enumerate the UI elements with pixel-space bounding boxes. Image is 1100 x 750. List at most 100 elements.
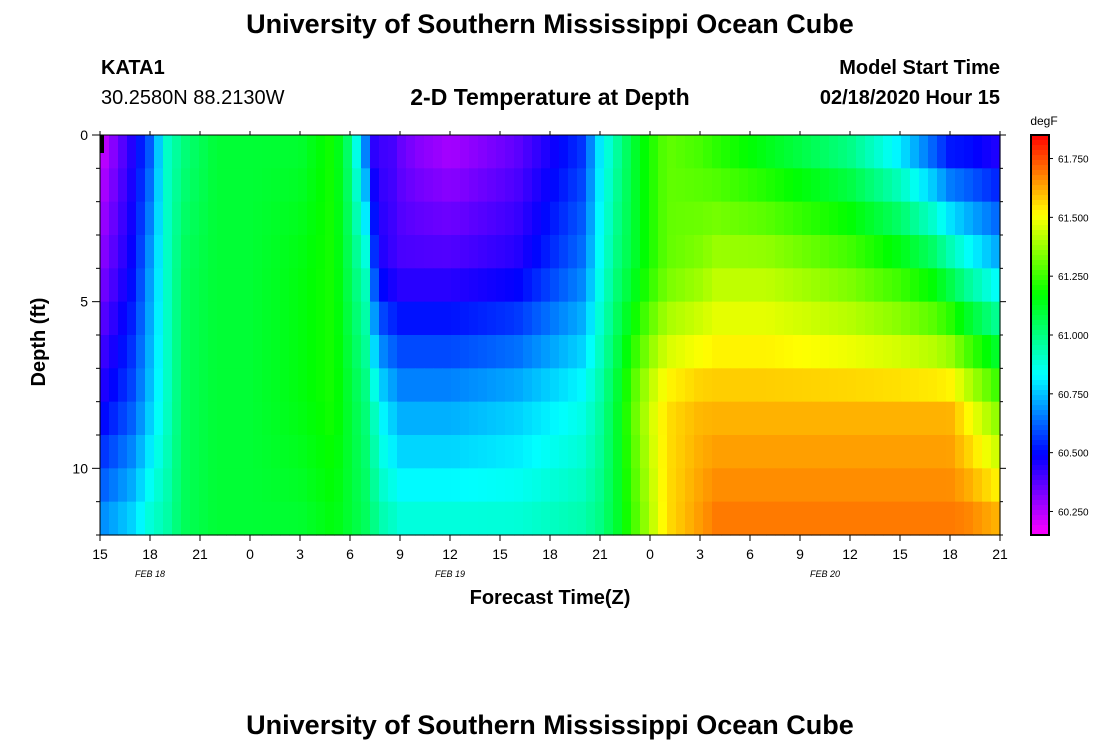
heatmap-cell xyxy=(199,435,209,469)
colorbar-segment xyxy=(1031,170,1049,176)
heatmap-cell xyxy=(910,135,920,169)
footer-title: University of Southern Mississippi Ocean… xyxy=(246,710,854,740)
heatmap-cell xyxy=(334,435,344,469)
heatmap-cell xyxy=(190,435,200,469)
heatmap-cell xyxy=(298,201,308,236)
heatmap-cell xyxy=(487,301,497,336)
heatmap-cell xyxy=(154,268,164,303)
heatmap-cell xyxy=(730,435,740,469)
heatmap-cell xyxy=(469,368,479,403)
heatmap-cell xyxy=(352,135,362,169)
heatmap-cell xyxy=(775,501,785,536)
heatmap-cell xyxy=(433,468,443,503)
heatmap-cell xyxy=(199,135,209,169)
heatmap-cell xyxy=(118,501,128,536)
colorbar-segment xyxy=(1031,220,1049,226)
heatmap-cell xyxy=(802,301,812,336)
heatmap-cell xyxy=(343,501,353,536)
heatmap-cell xyxy=(775,201,785,236)
heatmap-cell xyxy=(307,468,317,503)
heatmap-cell xyxy=(145,335,155,369)
heatmap-cell xyxy=(343,301,353,336)
heatmap-cell xyxy=(190,301,200,336)
heatmap-cell xyxy=(658,268,668,303)
colorbar-segment xyxy=(1031,295,1049,301)
heatmap-cell xyxy=(154,368,164,403)
heatmap-cell xyxy=(586,501,596,536)
heatmap-cell xyxy=(721,501,731,536)
heatmap-cell xyxy=(289,301,299,336)
heatmap-cell xyxy=(442,168,452,203)
heatmap-cell xyxy=(919,401,929,436)
heatmap-cell xyxy=(838,235,848,269)
heatmap-cell xyxy=(442,501,452,536)
heatmap-cell xyxy=(973,268,983,303)
heatmap-cell xyxy=(496,168,506,203)
heatmap-cell xyxy=(181,201,191,236)
heatmap-cell xyxy=(631,301,641,336)
heatmap-cell xyxy=(838,135,848,169)
heatmap-cell xyxy=(730,401,740,436)
colorbar-segment xyxy=(1031,290,1049,296)
heatmap-cell xyxy=(541,335,551,369)
heatmap-cell xyxy=(415,501,425,536)
heatmap-cell xyxy=(460,335,470,369)
heatmap-cell xyxy=(928,468,938,503)
heatmap-cell xyxy=(991,268,1001,303)
heatmap-cell xyxy=(793,168,803,203)
heatmap-cell xyxy=(532,368,542,403)
heatmap-cell xyxy=(928,135,938,169)
heatmap-cell xyxy=(694,501,704,536)
heatmap-cell xyxy=(829,468,839,503)
heatmap-cell xyxy=(964,435,974,469)
heatmap-cell xyxy=(586,368,596,403)
heatmap-cell xyxy=(370,368,380,403)
heatmap-cell xyxy=(244,468,254,503)
heatmap-cell xyxy=(820,301,830,336)
heatmap-cell xyxy=(910,268,920,303)
heatmap-cell xyxy=(397,501,407,536)
heatmap-cell xyxy=(775,335,785,369)
heatmap-cell xyxy=(325,368,335,403)
heatmap-cell xyxy=(712,135,722,169)
heatmap-cell xyxy=(190,401,200,436)
heatmap-cell xyxy=(658,335,668,369)
heatmap-cell xyxy=(811,235,821,269)
heatmap-cell xyxy=(451,401,461,436)
heatmap-cell xyxy=(937,168,947,203)
heatmap-cell xyxy=(460,501,470,536)
heatmap-cell xyxy=(478,468,488,503)
heatmap-cell xyxy=(352,301,362,336)
colorbar-segment xyxy=(1031,480,1049,486)
heatmap-cell xyxy=(613,235,623,269)
heatmap-cell xyxy=(685,168,695,203)
colorbar-segment xyxy=(1031,380,1049,386)
heatmap-cell xyxy=(172,201,182,236)
heatmap-cell xyxy=(955,501,965,536)
heatmap-cell xyxy=(343,135,353,169)
heatmap-cell xyxy=(388,268,398,303)
heatmap-cell xyxy=(352,201,362,236)
heatmap-cell xyxy=(496,268,506,303)
heatmap-cell xyxy=(469,468,479,503)
heatmap-cell xyxy=(100,201,110,236)
colorbar-segment xyxy=(1031,440,1049,446)
heatmap-cell xyxy=(784,168,794,203)
heatmap-cell xyxy=(910,168,920,203)
x-tick-label: 9 xyxy=(396,546,404,562)
heatmap-cell xyxy=(847,168,857,203)
heatmap-cell xyxy=(595,468,605,503)
heatmap-cell xyxy=(739,168,749,203)
heatmap-cell xyxy=(631,401,641,436)
heatmap-cell xyxy=(352,235,362,269)
heatmap-cell xyxy=(757,168,767,203)
heatmap-cell xyxy=(370,501,380,536)
heatmap-cell xyxy=(280,235,290,269)
heatmap-cell xyxy=(658,435,668,469)
heatmap-cell xyxy=(793,468,803,503)
heatmap-cell xyxy=(784,468,794,503)
heatmap-cell xyxy=(316,235,326,269)
heatmap-cell xyxy=(955,235,965,269)
heatmap-cell xyxy=(316,401,326,436)
heatmap-cell xyxy=(226,368,236,403)
